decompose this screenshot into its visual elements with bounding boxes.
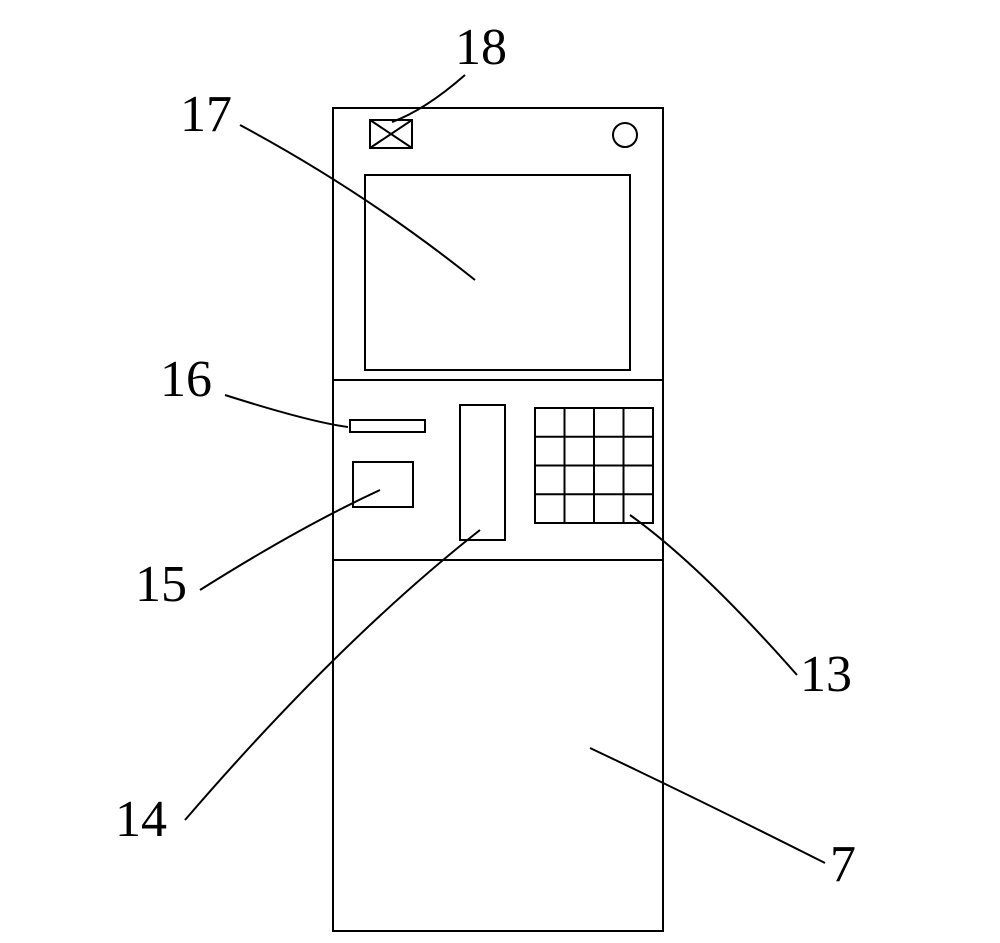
label-17: 17 bbox=[180, 85, 232, 144]
card-slot bbox=[350, 420, 425, 432]
leader-13 bbox=[630, 515, 797, 675]
kiosk-body bbox=[333, 108, 663, 931]
indicator-circle bbox=[613, 123, 637, 147]
receipt-box bbox=[353, 462, 413, 507]
label-14: 14 bbox=[115, 790, 167, 849]
label-13: 13 bbox=[800, 645, 852, 704]
leader-17 bbox=[240, 125, 475, 280]
label-18: 18 bbox=[455, 18, 507, 77]
label-15: 15 bbox=[135, 555, 187, 614]
label-7: 7 bbox=[830, 835, 856, 894]
leader-16 bbox=[225, 395, 348, 427]
screen bbox=[365, 175, 630, 370]
leader-7 bbox=[590, 748, 825, 863]
center-slot bbox=[460, 405, 505, 540]
leader-18 bbox=[392, 75, 465, 122]
label-16: 16 bbox=[160, 350, 212, 409]
